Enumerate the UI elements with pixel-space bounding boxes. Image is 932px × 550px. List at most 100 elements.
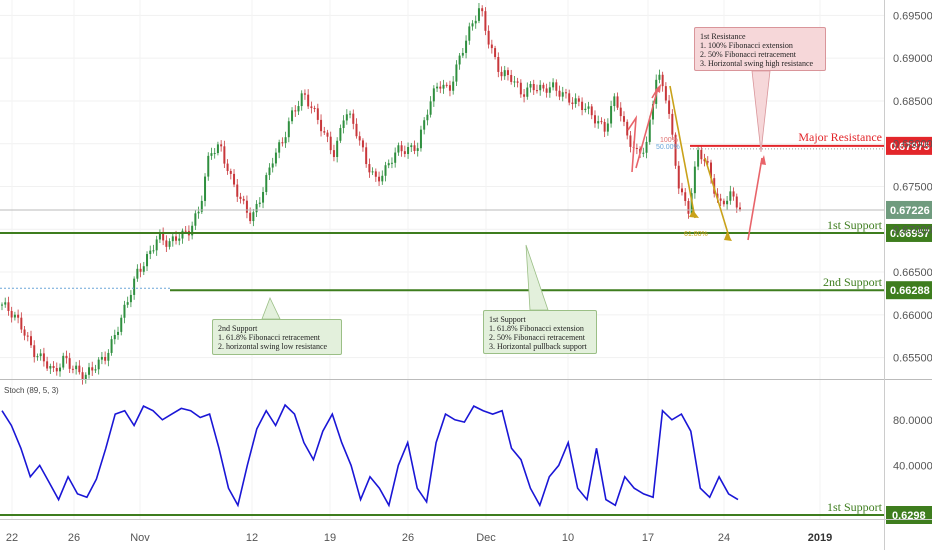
- candle-body: [39, 353, 42, 357]
- note-line: 1. 61.8% Fibonacci extension: [489, 324, 584, 333]
- candle-body: [552, 82, 555, 88]
- y-tick-label: 0.69500: [893, 10, 932, 22]
- candle-body: [149, 250, 152, 255]
- support2-label: 2nd Support: [823, 275, 883, 289]
- candle-body: [645, 141, 648, 153]
- candle-body: [426, 114, 429, 121]
- candle-body: [84, 374, 87, 380]
- candle-body: [287, 121, 290, 138]
- candle-body: [564, 92, 567, 94]
- candle-body: [191, 225, 194, 236]
- candle-body: [126, 302, 129, 305]
- candle-body: [671, 113, 674, 135]
- major-resistance-badge: [886, 136, 932, 155]
- candle-body: [91, 367, 94, 371]
- candle-body: [320, 119, 323, 132]
- candle-body: [574, 98, 577, 105]
- candle-body: [210, 153, 213, 156]
- fib-61-label: 61.80%: [684, 231, 708, 238]
- candle-body: [110, 339, 113, 353]
- current-price-badge: [886, 200, 932, 219]
- candle-body: [439, 86, 442, 89]
- candle-body: [136, 268, 139, 279]
- candle-body: [619, 107, 622, 117]
- candle-body: [584, 108, 587, 111]
- candle-body: [442, 84, 445, 89]
- candle-body: [368, 164, 371, 173]
- arrow-red-2: [635, 87, 659, 169]
- candle-body: [262, 191, 265, 203]
- candle-body: [307, 94, 310, 107]
- candle-body: [719, 198, 722, 201]
- candle-body: [361, 140, 364, 148]
- candle-body: [481, 8, 484, 12]
- candle-body: [410, 145, 413, 148]
- resistance-note: 1st Resistance 1. 100% Fibonacci extensi…: [694, 27, 826, 71]
- arrow-red-1: [627, 115, 638, 173]
- candle-body: [455, 64, 458, 82]
- candle-body: [635, 147, 638, 149]
- candle-body: [658, 74, 661, 80]
- candle-body: [374, 171, 377, 177]
- candle-body: [468, 26, 471, 41]
- candle-body: [59, 367, 62, 372]
- candle-body: [123, 304, 126, 318]
- candle-body: [490, 44, 493, 49]
- candle-body: [281, 142, 284, 144]
- candle-body: [458, 55, 461, 65]
- note-line: 2. horizontal swing low resistance: [218, 342, 328, 351]
- candle-body: [390, 162, 393, 164]
- candle-body: [729, 191, 732, 201]
- candle-body: [500, 71, 503, 77]
- candle-body: [71, 368, 74, 370]
- candle-body: [568, 93, 571, 103]
- support1-note: 1st Support 1. 61.8% Fibonacci extension…: [483, 310, 597, 354]
- candle-body: [622, 116, 625, 122]
- candle-body: [117, 331, 120, 335]
- candle-body: [506, 70, 509, 75]
- candle-body: [668, 100, 671, 114]
- candle-body: [158, 232, 161, 240]
- candle-body: [345, 114, 348, 121]
- candle-body: [316, 108, 319, 120]
- x-tick-label: Dec: [476, 532, 496, 544]
- candle-body: [252, 212, 255, 222]
- candle-body: [371, 171, 374, 173]
- candle-body: [739, 207, 741, 210]
- candle-body: [46, 361, 49, 369]
- y-tick-label: 0.67500: [893, 182, 932, 194]
- candle-body: [342, 120, 345, 129]
- major-resistance-label: Major Resistance: [798, 130, 882, 144]
- candle-body: [94, 369, 97, 371]
- candle-body: [697, 149, 700, 167]
- candle-body: [403, 151, 406, 155]
- candle-body: [155, 239, 158, 251]
- candle-body: [423, 120, 426, 130]
- candle-body: [233, 173, 236, 185]
- candle-body: [223, 146, 226, 164]
- candle-body: [610, 106, 613, 124]
- arrow-gold-2: [704, 157, 731, 241]
- candle-body: [629, 135, 632, 147]
- candle-body: [291, 110, 294, 122]
- candle-body: [416, 148, 419, 152]
- candle-body: [213, 153, 216, 155]
- candle-body: [113, 334, 116, 340]
- candle-body: [81, 372, 84, 380]
- levels: Major Resistance 1st Support 2nd Support 0.…: [0, 130, 932, 300]
- candle-body: [197, 211, 200, 214]
- candle-body: [555, 82, 558, 91]
- candle-body: [545, 88, 548, 93]
- candle-body: [677, 165, 680, 189]
- candle-body: [735, 196, 738, 208]
- support1-badge-text: 0.66957: [890, 228, 930, 240]
- candle-body: [381, 175, 384, 182]
- candle-body: [448, 85, 451, 91]
- candle-body: [503, 70, 506, 77]
- candle-body: [519, 82, 522, 95]
- candle-body: [516, 81, 519, 83]
- candle-body: [400, 145, 403, 152]
- candle-body: [352, 113, 355, 124]
- candle-body: [200, 200, 203, 212]
